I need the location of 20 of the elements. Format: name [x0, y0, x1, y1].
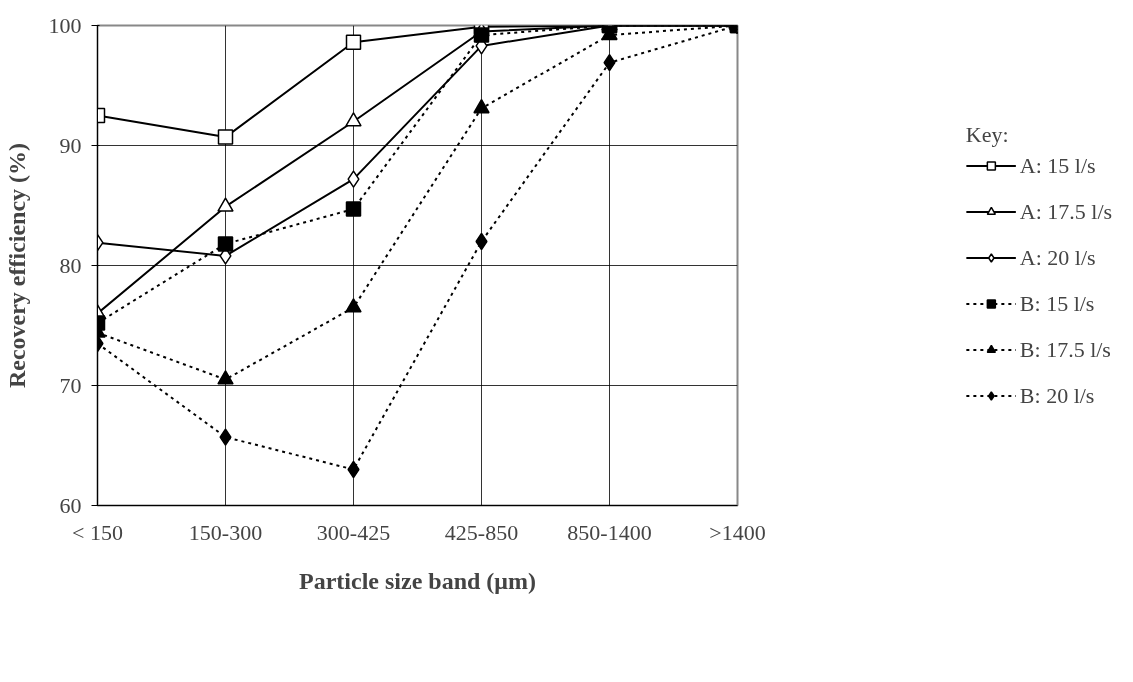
legend-label: A: 20 l/s: [1019, 244, 1096, 271]
x-tick-label: 300-425: [316, 519, 391, 545]
legend-title: Key:: [965, 121, 1010, 148]
y-tick-label: 60: [59, 492, 82, 518]
y-axis-title: Recovery efficiency (%): [3, 142, 30, 389]
y-tick-label: 70: [59, 372, 82, 398]
x-tick-label: 425-850: [444, 519, 519, 545]
y-tick-label: 100: [48, 12, 82, 38]
x-tick-label: 850-1400: [567, 519, 652, 545]
x-tick-label: < 150: [72, 519, 123, 545]
legend-label: A: 17.5 l/s: [1019, 198, 1113, 225]
y-tick-label: 80: [59, 252, 82, 278]
x-tick-label: 150-300: [188, 519, 263, 545]
legend-label: A: 15 l/s: [1019, 152, 1096, 179]
x-axis-title: Particle size band (μm): [299, 567, 536, 594]
legend-label: B: 20 l/s: [1019, 382, 1095, 409]
legend-label: B: 15 l/s: [1019, 290, 1095, 317]
y-tick-label: 90: [59, 132, 82, 158]
x-tick-label: >1400: [709, 519, 766, 545]
legend-label: B: 17.5 l/s: [1019, 336, 1111, 363]
